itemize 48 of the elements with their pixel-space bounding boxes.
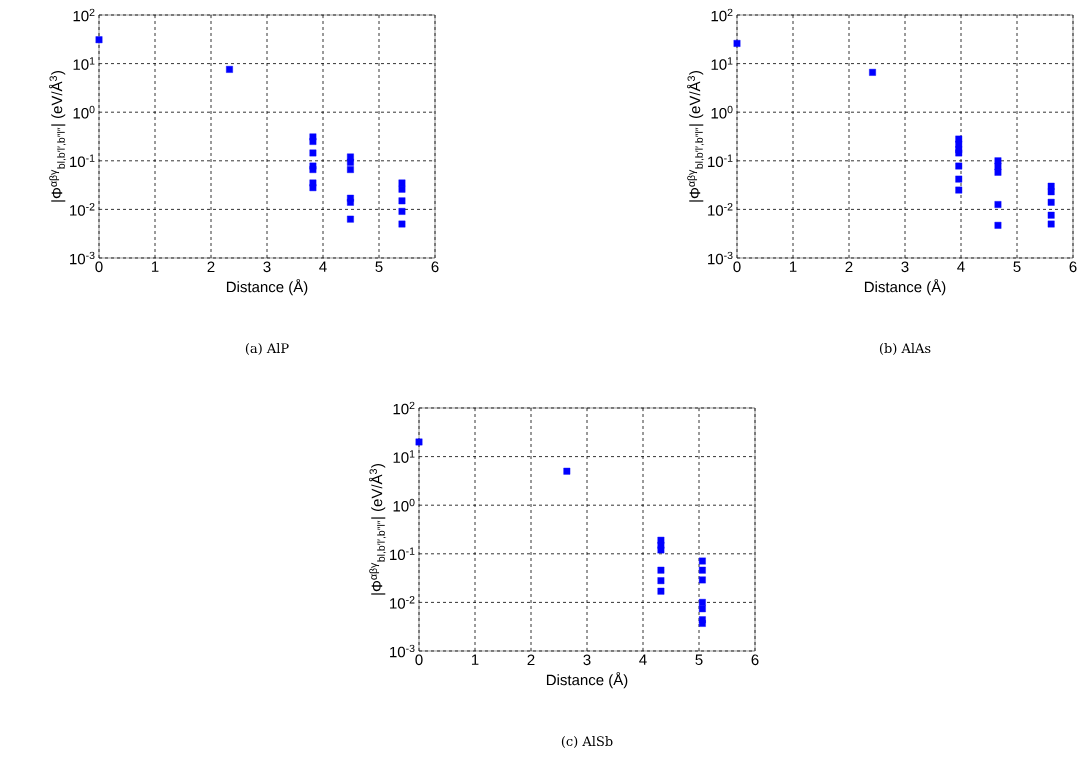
y-tick-label: 10$^{-1}$ — [390, 547, 415, 561]
y-tick-label: 10$^{1}$ — [711, 57, 733, 70]
x-tick-label: 6 — [751, 654, 759, 666]
y-tick-label: 10$^{-2}$ — [390, 596, 415, 609]
x-tick-label: 5 — [695, 654, 703, 665]
y-axis-title: |Φ$^{αβγ}$$_{bl,b′l′,b″l″}$| (eV/Å$^{3}$) — [369, 464, 387, 595]
y-tick-label: 10$^{-3}$ — [708, 251, 733, 265]
x-tick-label: 3 — [583, 654, 591, 666]
y-tick-label: 10$^{-2}$ — [70, 203, 95, 216]
y-tick-label: 10$^{0}$ — [711, 105, 733, 119]
x-tick-label: 0 — [733, 261, 741, 273]
x-tick-label: 4 — [639, 654, 647, 665]
x-tick-label: 2 — [207, 261, 215, 273]
x-tick-label: 1 — [471, 654, 479, 665]
x-tick-label: 6 — [431, 261, 439, 273]
x-tick-label: 2 — [845, 261, 853, 273]
y-tick-label: 10$^{1}$ — [393, 450, 415, 463]
y-tick-label: 10$^{-2}$ — [708, 203, 733, 216]
y-tick-label: 10$^{-3}$ — [390, 644, 415, 658]
text: (c) AlSb — [561, 736, 613, 748]
x-axis-title: Distance (Å) — [546, 672, 628, 689]
y-tick-label: 10$^{-1}$ — [70, 154, 95, 168]
y-tick-label: 10$^{0}$ — [73, 105, 95, 119]
x-axis-title: Distance (Å) — [226, 279, 308, 296]
text: (b) AlAs — [879, 343, 931, 355]
y-tick-label: 10$^{0}$ — [393, 498, 415, 512]
y-tick-label: 10$^{2}$ — [393, 401, 415, 415]
x-axis-title: Distance (Å) — [864, 279, 946, 296]
x-tick-label: 0 — [95, 261, 103, 273]
y-tick-label: 10$^{-3}$ — [70, 251, 95, 265]
x-tick-label: 1 — [789, 261, 797, 272]
y-tick-label: 10$^{2}$ — [73, 8, 95, 22]
x-tick-label: 4 — [957, 261, 965, 272]
x-tick-label: 5 — [1013, 261, 1021, 272]
y-tick-label: 10$^{2}$ — [711, 8, 733, 22]
x-tick-label: 0 — [415, 654, 423, 666]
y-axis-title: |Φ$^{αβγ}$$_{bl,b′l′,b″l″}$| (eV/Å$^{3}$) — [687, 71, 705, 202]
x-tick-label: 1 — [151, 261, 159, 272]
x-tick-label: 3 — [263, 261, 271, 273]
x-tick-label: 5 — [375, 261, 383, 272]
y-axis-title: |Φ$^{αβγ}$$_{bl,b′l′,b″l″}$| (eV/Å$^{3}$) — [49, 71, 67, 202]
y-tick-label: 10$^{-1}$ — [708, 154, 733, 168]
text: (a) AlP — [245, 343, 289, 355]
x-tick-label: 6 — [1069, 261, 1077, 273]
y-tick-label: 10$^{1}$ — [73, 57, 95, 70]
x-tick-label: 3 — [901, 261, 909, 273]
x-tick-label: 2 — [527, 654, 535, 665]
x-tick-label: 4 — [319, 261, 327, 272]
